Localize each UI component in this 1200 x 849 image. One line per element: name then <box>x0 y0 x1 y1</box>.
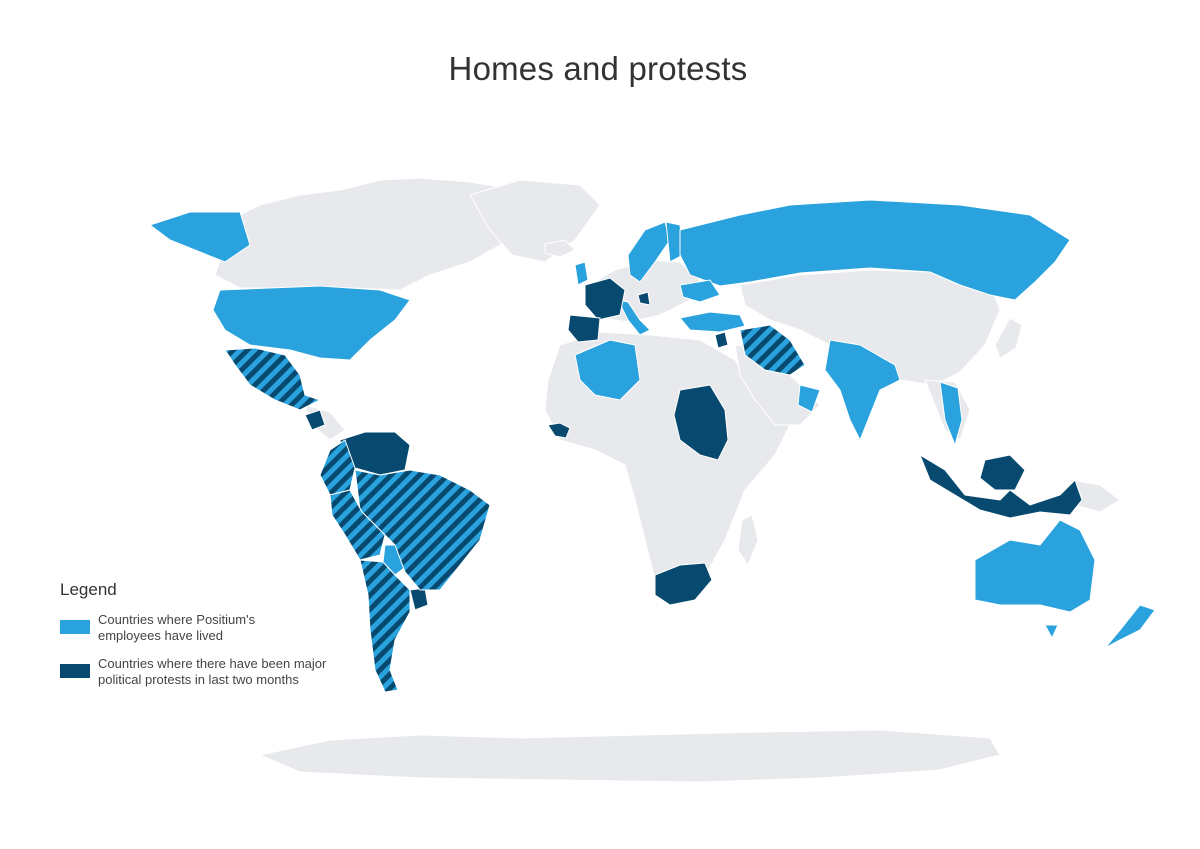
legend-swatch-protest <box>60 664 90 678</box>
legend-label-protest: Countries where there have been major po… <box>98 656 327 687</box>
lived-countries <box>148 199 1156 649</box>
country-spain <box>567 314 601 343</box>
country-chile-argentina <box>359 559 411 693</box>
land-asia <box>739 269 1001 386</box>
land-iceland <box>544 239 576 258</box>
country-united-kingdom <box>574 261 589 286</box>
country-sudan <box>673 384 729 461</box>
country-italy <box>617 299 651 336</box>
lived-and-protest-countries <box>224 324 806 693</box>
country-peru-bolivia <box>329 489 386 561</box>
legend-item-lived: Countries where Positium's employees hav… <box>60 612 380 644</box>
legend-title: Legend <box>60 580 117 599</box>
country-thailand-vietnam <box>939 381 963 447</box>
country-australia <box>974 519 1096 613</box>
legend: Legend Countries where Positium's employ… <box>60 580 380 700</box>
country-united-states <box>212 285 411 361</box>
country-mexico <box>224 347 322 411</box>
country-south-africa <box>654 562 713 606</box>
land-madagascar <box>737 514 759 567</box>
country-iraq-iran <box>739 324 806 376</box>
legend-swatch-lived <box>60 620 90 634</box>
country-oman <box>797 384 821 413</box>
country-norway-sweden <box>627 221 671 283</box>
map-title: Homes and protests <box>448 50 748 87</box>
protest-countries <box>304 277 1083 611</box>
country-indonesia <box>918 453 1083 519</box>
country-new-zealand <box>1104 604 1156 649</box>
land-japan <box>994 317 1023 359</box>
country-russia <box>679 199 1071 301</box>
legend-label-lived: Countries where Positium's employees hav… <box>98 612 256 643</box>
country-ukraine <box>679 279 721 303</box>
legend-item-protest: Countries where there have been major po… <box>60 656 380 688</box>
country-nicaragua <box>304 409 326 431</box>
base-land <box>214 177 1121 783</box>
country-guinea <box>547 422 571 439</box>
country-alaska <box>148 211 251 263</box>
country-croatia <box>637 291 651 306</box>
land-greenland <box>469 179 601 263</box>
country-borneo <box>979 454 1026 491</box>
country-lebanon <box>714 331 729 349</box>
country-india <box>824 339 901 442</box>
country-algeria <box>574 339 641 401</box>
country-france <box>584 277 626 321</box>
land-antarctica <box>258 729 1001 783</box>
country-uruguay <box>409 587 429 611</box>
country-tasmania <box>1044 624 1059 640</box>
country-turkey <box>679 311 746 333</box>
